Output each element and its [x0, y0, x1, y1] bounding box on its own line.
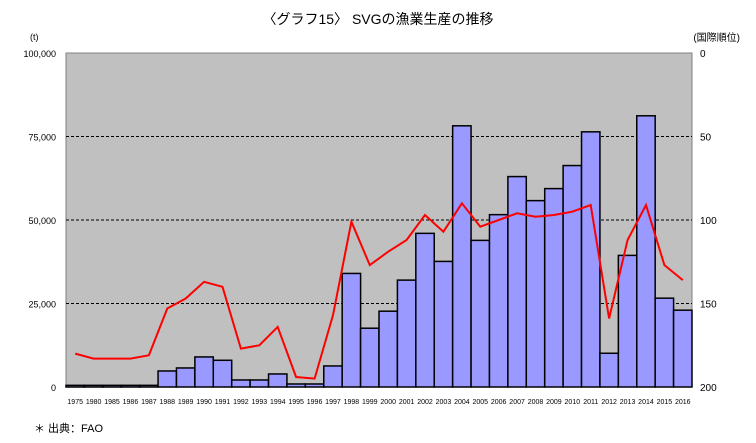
bar: [83, 384, 104, 388]
x-tick-label: 2005: [472, 399, 488, 406]
bar: [267, 373, 288, 388]
x-tick-label: 2006: [491, 399, 507, 406]
x-tick-label: 2014: [638, 399, 654, 406]
x-tick-label: 1985: [104, 399, 120, 406]
bar: [599, 352, 620, 388]
bar: [672, 309, 693, 388]
bar: [507, 175, 528, 388]
bar: [323, 365, 343, 388]
x-tick-label: 1997: [325, 399, 341, 406]
bar: [102, 384, 122, 388]
right-axis-unit: (国際順位): [693, 31, 740, 44]
bar: [617, 254, 638, 388]
right-tick-label: 200: [700, 383, 717, 394]
x-tick-label: 2000: [380, 399, 396, 406]
x-tick-label: 2016: [675, 399, 691, 406]
x-tick-label: 1987: [141, 399, 157, 406]
x-tick-label: 1992: [233, 399, 249, 406]
x-tick-label: 1998: [344, 399, 360, 406]
x-tick-label: 2013: [620, 399, 636, 406]
bar: [525, 199, 546, 388]
left-tick-label: 50,000: [28, 216, 56, 226]
bar: [470, 239, 491, 388]
bar: [415, 232, 435, 388]
bar: [451, 125, 472, 388]
x-tick-label: 1999: [362, 399, 378, 406]
chart-title: 〈グラフ15〉 SVGの漁業生産の推移: [262, 11, 493, 27]
x-tick-label: 2009: [546, 399, 562, 406]
left-tick-label: 100,000: [23, 49, 56, 59]
bar: [249, 379, 270, 388]
rank-line: [74, 201, 684, 380]
x-tick-label: 1986: [123, 399, 139, 406]
bar: [580, 131, 601, 388]
bar: [341, 272, 362, 388]
bar: [396, 279, 417, 388]
bar: [359, 327, 380, 388]
x-tick-label: 1975: [67, 399, 83, 406]
x-tick-label: 2011: [583, 399, 598, 406]
right-tick-label: 0: [700, 49, 706, 60]
x-tick-label: 1989: [178, 399, 194, 406]
x-tick-label: 2001: [399, 399, 415, 406]
bar: [65, 384, 86, 388]
right-tick-label: 150: [700, 300, 717, 311]
bar: [378, 310, 399, 388]
x-tick-label: 1993: [252, 399, 268, 406]
x-tick-label: 1980: [86, 399, 102, 406]
x-tick-label: 1991: [215, 399, 231, 406]
left-tick-label: 75,000: [28, 133, 56, 143]
x-tick-label: 2010: [565, 399, 581, 406]
x-tick-label: 2007: [509, 399, 525, 406]
bar: [433, 260, 454, 388]
bar: [157, 370, 178, 388]
x-tick-label: 2008: [528, 399, 544, 406]
left-axis-unit: (t): [30, 32, 39, 42]
bar: [138, 384, 159, 388]
bar: [654, 297, 675, 388]
x-tick-label: 2003: [436, 399, 452, 406]
x-tick-label: 2012: [601, 399, 617, 406]
right-tick-label: 100: [700, 216, 717, 227]
bar: [562, 164, 583, 388]
x-tick-label: 2004: [454, 399, 470, 406]
left-tick-label: 0: [51, 383, 56, 393]
x-tick-label: 1990: [196, 399, 212, 406]
bar: [120, 384, 141, 388]
bar: [488, 213, 509, 388]
x-tick-label: 2002: [417, 399, 433, 406]
x-tick-label: 2015: [657, 399, 673, 406]
bar: [175, 367, 196, 388]
left-tick-label: 25,000: [28, 300, 56, 310]
bar: [636, 115, 656, 388]
right-tick-label: 50: [700, 133, 712, 144]
bar: [543, 187, 564, 388]
x-tick-label: 1988: [159, 399, 175, 406]
source-note: ＊ 出典：FAO: [34, 421, 104, 435]
bar: [194, 356, 215, 388]
bar: [304, 383, 325, 388]
bar: [286, 383, 307, 388]
bar: [230, 379, 251, 388]
x-tick-label: 1995: [288, 399, 304, 406]
x-tick-label: 1996: [307, 399, 323, 406]
x-tick-label: 1994: [270, 399, 286, 406]
bar: [212, 359, 233, 388]
